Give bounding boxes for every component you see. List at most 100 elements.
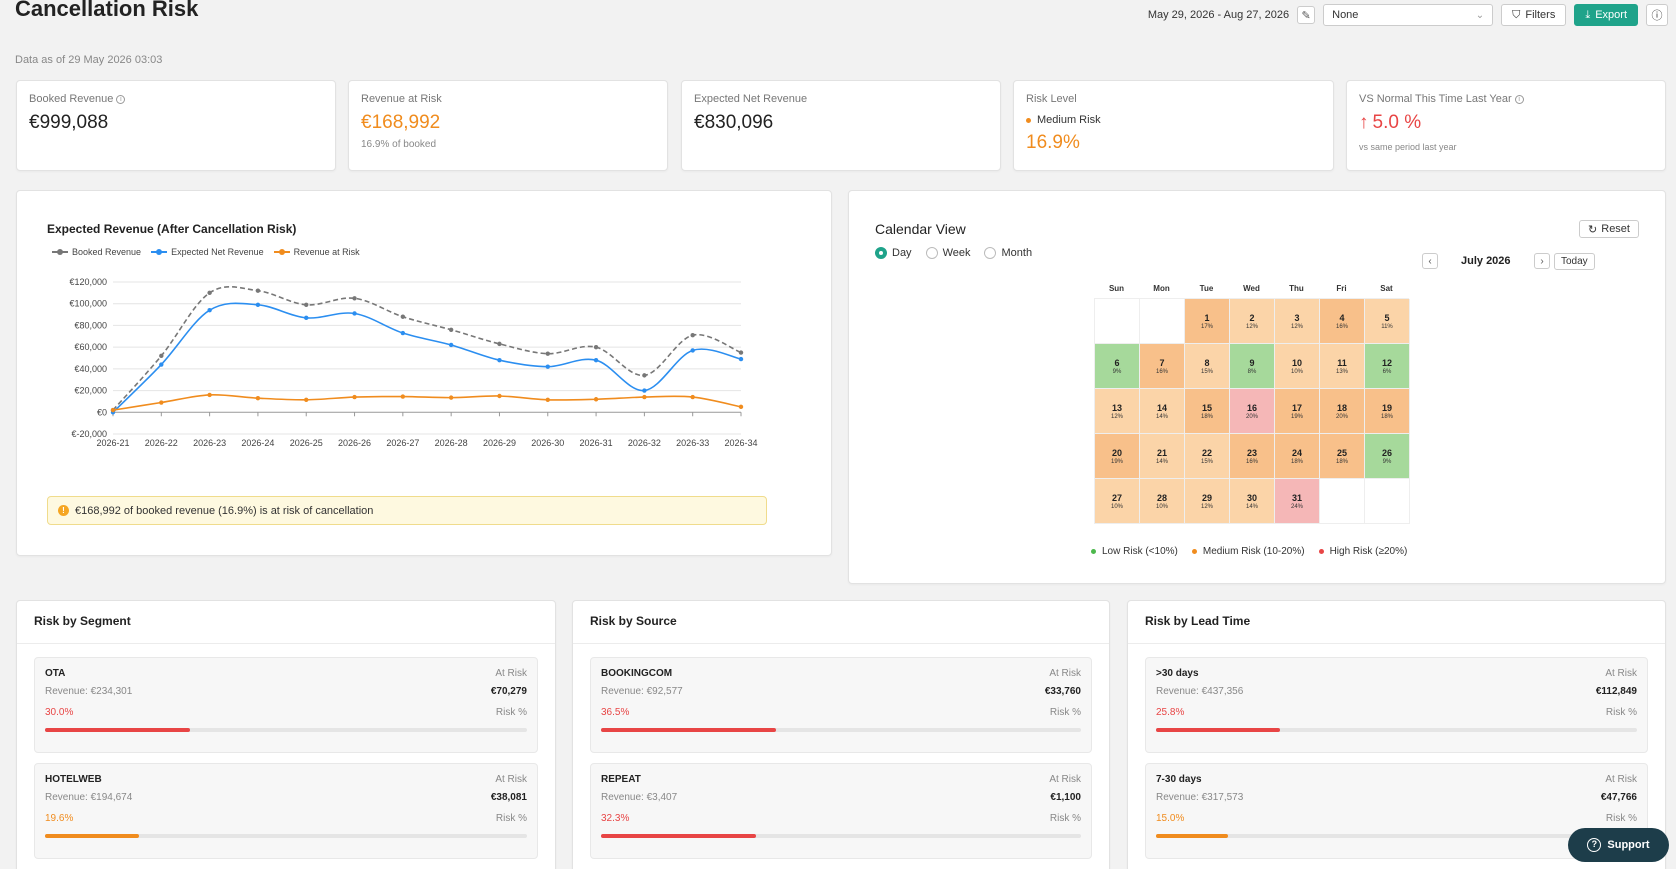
calendar-day[interactable]: 19 18% <box>1365 389 1410 434</box>
calendar-day[interactable]: 3 12% <box>1275 299 1320 344</box>
data-point[interactable] <box>159 353 164 359</box>
data-point[interactable] <box>642 388 647 393</box>
info-icon[interactable]: i <box>1514 94 1524 104</box>
data-point[interactable] <box>207 308 212 313</box>
risk-item[interactable]: 7-30 days At Risk Revenue: €317,573 €47,766… <box>1145 763 1648 859</box>
export-button[interactable]: ⤓ Export <box>1574 4 1638 26</box>
calendar-day[interactable]: 9 8% <box>1230 344 1275 389</box>
calendar-day[interactable]: 18 20% <box>1320 389 1365 434</box>
data-point[interactable] <box>352 311 357 316</box>
data-point[interactable] <box>738 404 744 410</box>
data-point[interactable] <box>110 407 116 413</box>
data-point[interactable] <box>593 397 599 402</box>
data-point[interactable] <box>352 296 357 301</box>
data-point[interactable] <box>738 356 744 362</box>
radio-day[interactable]: Day <box>875 247 912 259</box>
x-tick-label: 2026-23 <box>193 438 226 448</box>
calendar-day[interactable]: 27 10% <box>1095 479 1140 524</box>
data-point[interactable] <box>255 288 261 293</box>
data-point[interactable] <box>545 364 550 369</box>
risk-item[interactable]: REPEAT At Risk Revenue: €3,407 €1,100 32.3% R… <box>590 763 1092 859</box>
data-point[interactable] <box>304 397 309 402</box>
calendar-day[interactable]: 15 18% <box>1185 389 1230 434</box>
data-point[interactable] <box>497 341 502 347</box>
calendar-day[interactable]: 6 9% <box>1095 344 1140 389</box>
data-point[interactable] <box>400 394 406 399</box>
data-point[interactable] <box>690 394 695 400</box>
legend-item-net[interactable]: Expected Net Revenue <box>151 247 264 257</box>
calendar-day[interactable]: 17 19% <box>1275 389 1320 434</box>
radio-month[interactable]: Month <box>984 247 1032 259</box>
data-point[interactable] <box>690 348 695 353</box>
reset-button[interactable]: ↻ Reset <box>1579 220 1639 238</box>
data-point[interactable] <box>448 342 454 348</box>
comparison-select[interactable]: None ⌄ <box>1323 4 1494 26</box>
risk-item[interactable]: >30 days At Risk Revenue: €437,356 €112,849… <box>1145 657 1648 753</box>
calendar-day[interactable]: 7 16% <box>1140 344 1185 389</box>
data-point[interactable] <box>497 393 502 399</box>
support-label: Support <box>1607 839 1650 851</box>
data-point[interactable] <box>255 302 261 307</box>
warning-icon: ! <box>58 505 69 516</box>
data-point[interactable] <box>642 394 647 400</box>
risk-item[interactable]: BOOKINGCOM At Risk Revenue: €92,577 €33,760… <box>590 657 1092 753</box>
data-point[interactable] <box>690 333 695 338</box>
date-range[interactable]: May 29, 2026 - Aug 27, 2026 <box>1147 9 1290 21</box>
calendar-day[interactable]: 28 10% <box>1140 479 1185 524</box>
today-button[interactable]: Today <box>1554 253 1595 270</box>
risk-item[interactable]: HOTELWEB At Risk Revenue: €194,674 €38,081 1… <box>34 763 538 859</box>
data-point[interactable] <box>738 350 744 355</box>
info-button[interactable]: ⓘ <box>1646 4 1668 26</box>
calendar-day[interactable]: 21 14% <box>1140 434 1185 479</box>
data-point[interactable] <box>497 357 502 363</box>
prev-month-button[interactable]: ‹ <box>1422 253 1438 269</box>
calendar-day[interactable]: 16 20% <box>1230 389 1275 434</box>
data-point[interactable] <box>448 327 454 332</box>
support-button[interactable]: ? Support <box>1568 828 1669 862</box>
calendar-day[interactable]: 13 12% <box>1095 389 1140 434</box>
data-point[interactable] <box>207 290 212 296</box>
calendar-day[interactable]: 4 16% <box>1320 299 1365 344</box>
data-point[interactable] <box>304 315 309 321</box>
calendar-day[interactable]: 23 16% <box>1230 434 1275 479</box>
data-point[interactable] <box>255 395 261 401</box>
calendar-day[interactable]: 1 17% <box>1185 299 1230 344</box>
calendar-day[interactable]: 26 9% <box>1365 434 1410 479</box>
edit-date-icon[interactable]: ✎ <box>1297 6 1316 24</box>
data-point[interactable] <box>593 357 599 363</box>
calendar-day[interactable]: 25 18% <box>1320 434 1365 479</box>
calendar-day[interactable]: 11 13% <box>1320 344 1365 389</box>
filters-button[interactable]: ⛉ Filters <box>1501 4 1567 26</box>
legend-item-risk[interactable]: Revenue at Risk <box>273 247 360 257</box>
calendar-day[interactable]: 5 11% <box>1365 299 1410 344</box>
calendar-day[interactable]: 20 19% <box>1095 434 1140 479</box>
data-point[interactable] <box>159 400 164 405</box>
next-month-button[interactable]: › <box>1534 253 1550 269</box>
data-point[interactable] <box>400 330 406 336</box>
calendar-day[interactable]: 2 12% <box>1230 299 1275 344</box>
info-icon[interactable]: i <box>116 94 126 104</box>
data-point[interactable] <box>642 373 647 378</box>
data-point[interactable] <box>545 351 550 356</box>
data-point[interactable] <box>207 392 212 398</box>
risk-item[interactable]: OTA At Risk Revenue: €234,301 €70,279 30.0% R… <box>34 657 538 753</box>
data-point[interactable] <box>352 394 357 400</box>
calendar-day[interactable]: 31 24% <box>1275 479 1320 524</box>
calendar-day[interactable]: 22 15% <box>1185 434 1230 479</box>
calendar-day[interactable]: 14 14% <box>1140 389 1185 434</box>
data-point[interactable] <box>304 302 309 307</box>
data-point[interactable] <box>400 314 406 319</box>
radio-week[interactable]: Week <box>925 247 970 259</box>
calendar-day[interactable]: 29 12% <box>1185 479 1230 524</box>
calendar-day[interactable]: 30 14% <box>1230 479 1275 524</box>
calendar-day[interactable]: 12 6% <box>1365 344 1410 389</box>
calendar-day[interactable]: 8 15% <box>1185 344 1230 389</box>
data-point[interactable] <box>448 395 454 400</box>
weekday-label: Sun <box>1108 284 1125 293</box>
data-point[interactable] <box>593 344 599 350</box>
legend-item-booked[interactable]: Booked Revenue <box>52 247 141 257</box>
data-point[interactable] <box>545 397 550 402</box>
calendar-day[interactable]: 10 10% <box>1275 344 1320 389</box>
data-point[interactable] <box>159 362 164 367</box>
calendar-day[interactable]: 24 18% <box>1275 434 1320 479</box>
